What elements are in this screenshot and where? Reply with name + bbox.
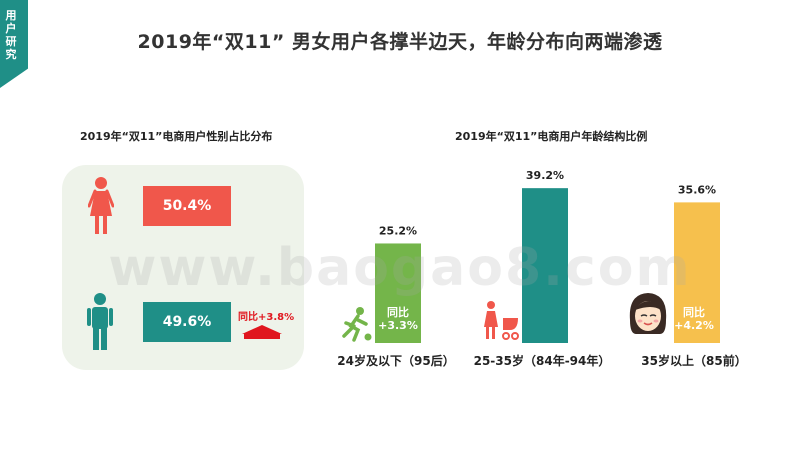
male-bar: 49.6% xyxy=(143,302,231,342)
age-yoy-young-title: 同比 xyxy=(387,306,409,319)
age-bar-value-label: 25.2% xyxy=(379,224,417,237)
age-category-label: 35岁以上（85前） xyxy=(641,354,747,368)
mother-stroller-icon xyxy=(484,301,519,340)
up-arrow-icon xyxy=(242,325,282,339)
watermark: www.baogao8.com xyxy=(108,238,692,298)
gender-yoy-label: 同比+3.8% xyxy=(238,312,295,323)
running-person-icon xyxy=(342,307,372,342)
age-bar xyxy=(522,188,568,343)
age-yoy-young: 同比 +3.3% xyxy=(375,306,421,332)
age-bar-value-label: 35.6% xyxy=(678,183,716,196)
age-category-label: 24岁及以下（95后） xyxy=(337,354,455,368)
age-yoy-old: 同比 +4.2% xyxy=(671,306,717,332)
age-bar xyxy=(375,243,421,343)
age-category-label: 25-35岁（84年-94年） xyxy=(473,354,611,368)
age-yoy-young-value: +3.3% xyxy=(378,319,418,332)
age-yoy-old-value: +4.2% xyxy=(674,319,714,332)
male-icon xyxy=(87,293,113,350)
age-bar-chart: 25.2% 39.2% 35.6% xyxy=(375,169,720,343)
gender-chart-title: 2019年“双11”电商用户性别占比分布 xyxy=(80,130,273,143)
age-yoy-old-title: 同比 xyxy=(683,306,705,319)
age-bar-value-label: 39.2% xyxy=(526,169,564,182)
woman-face-icon xyxy=(629,293,667,334)
female-bar: 50.4% xyxy=(143,186,231,226)
female-icon xyxy=(88,177,114,234)
page-title: 2019年“双11” 男女用户各撑半边天，年龄分布向两端渗透 xyxy=(137,31,663,53)
section-tag-label: 用户研究 xyxy=(5,9,17,61)
age-bar xyxy=(674,202,720,343)
age-chart-title: 2019年“双11”电商用户年龄结构比例 xyxy=(455,130,648,143)
